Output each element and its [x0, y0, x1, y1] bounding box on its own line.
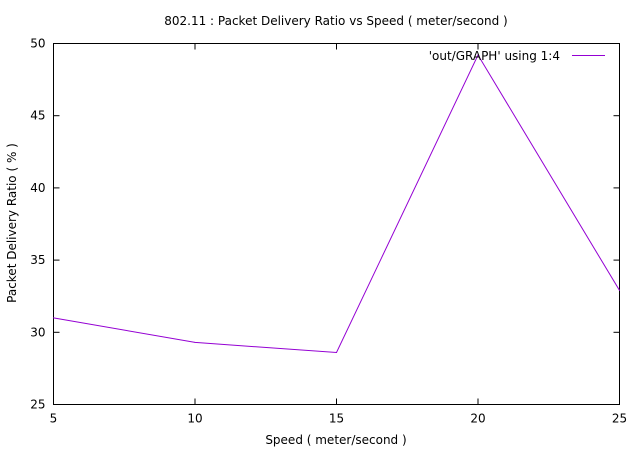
x-tick-label: 10: [187, 412, 202, 426]
data-point: [619, 289, 620, 291]
x-tick-label: 20: [470, 412, 485, 426]
chart-title: 802.11 : Packet Delivery Ratio vs Speed …: [164, 14, 508, 28]
y-tick-label: 50: [30, 37, 45, 51]
plot-frame: [53, 43, 620, 405]
legend: 'out/GRAPH' using 1:4: [429, 49, 605, 63]
x-axis-label: Speed ( meter/second ): [265, 433, 406, 447]
data-point: [194, 341, 196, 343]
series-line: [53, 53, 620, 354]
y-tick-label: 40: [30, 181, 45, 195]
y-tick-label: 45: [30, 109, 45, 123]
data-point: [53, 317, 54, 319]
y-axis-label: Packet Delivery Ratio ( % ): [5, 143, 19, 303]
x-tick-label: 5: [50, 412, 58, 426]
y-axis-ticks: 25 30 35 40 45 50: [30, 37, 620, 412]
y-tick-label: 35: [30, 253, 45, 267]
x-tick-label: 25: [612, 412, 627, 426]
data-point: [336, 352, 337, 354]
data-point: [477, 54, 479, 56]
x-tick-label: 15: [329, 412, 344, 426]
series-layer: [53, 53, 620, 354]
y-tick-label: 25: [30, 398, 45, 412]
x-axis-ticks: 5 10 15 20 25: [50, 43, 627, 426]
legend-label: 'out/GRAPH' using 1:4: [429, 49, 560, 63]
y-tick-label: 30: [30, 325, 45, 339]
